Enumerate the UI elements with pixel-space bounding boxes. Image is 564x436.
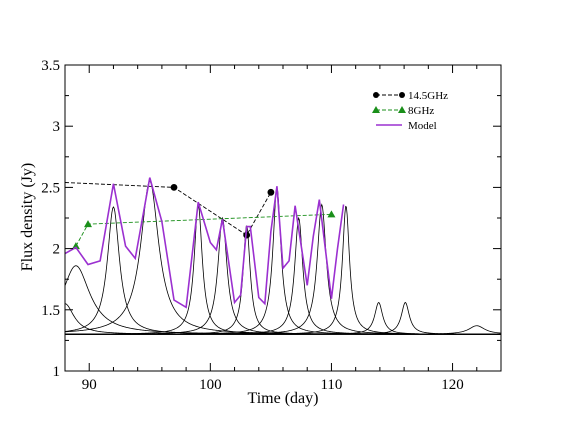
component-curve-2 (65, 265, 501, 335)
series-line-14-5ghz (65, 182, 272, 236)
component-curve-1 (65, 303, 501, 335)
point-8ghz-1 (71, 242, 80, 250)
y-tick-label: 3 (53, 119, 61, 135)
legend-marker-14-5ghz (373, 92, 379, 98)
legend-label-model: Model (408, 120, 437, 132)
y-axis-label: Flux density (Jy) (19, 163, 36, 271)
x-axis-label: Time (day) (248, 390, 319, 407)
series-layer (65, 177, 345, 309)
x-tick-label: 90 (82, 377, 97, 393)
y-tick-label: 2.5 (41, 180, 60, 196)
component-curve-12 (65, 301, 501, 335)
component-curve-14 (65, 325, 501, 335)
point-14-5ghz-2 (170, 184, 178, 191)
plot-border (64, 64, 502, 372)
x-tick-label: 110 (320, 377, 342, 393)
component-curve-9 (65, 216, 501, 335)
component-curve-5 (65, 204, 501, 335)
legend-marker-8ghz (398, 106, 406, 113)
point-8ghz-3 (327, 210, 336, 218)
axis-ticks: 90 100 110 120 1 1.5 2 2.5 3 3.5 (41, 58, 502, 393)
y-tick-label: 1.5 (41, 303, 60, 319)
legend-label-14-5ghz: 14.5GHz (408, 90, 448, 102)
series-line-model (65, 177, 345, 309)
legend-marker-14-5ghz (399, 92, 405, 98)
component-curve-3 (65, 206, 501, 335)
component-curve-6 (65, 216, 501, 335)
component-curve-11 (65, 205, 501, 335)
y-tick-label: 2 (53, 242, 61, 258)
component-curve-13 (65, 301, 501, 335)
x-tick-label: 100 (199, 377, 222, 393)
legend-label-8ghz: 8GHz (408, 105, 434, 117)
component-curve-4 (65, 180, 501, 335)
legend: 14.5GHz 8GHz Model (372, 90, 448, 132)
model-components (65, 180, 501, 335)
legend-marker-8ghz (372, 106, 380, 113)
y-tick-label: 3.5 (41, 58, 60, 74)
plot-frame (64, 64, 502, 372)
component-curve-10 (65, 203, 501, 335)
component-curve-7 (65, 225, 501, 335)
y-tick-label: 1 (53, 364, 61, 380)
component-curve-8 (65, 187, 501, 335)
point-14-5ghz-4 (267, 188, 275, 196)
x-tick-label: 120 (441, 377, 464, 393)
point-8ghz-2 (84, 220, 93, 228)
